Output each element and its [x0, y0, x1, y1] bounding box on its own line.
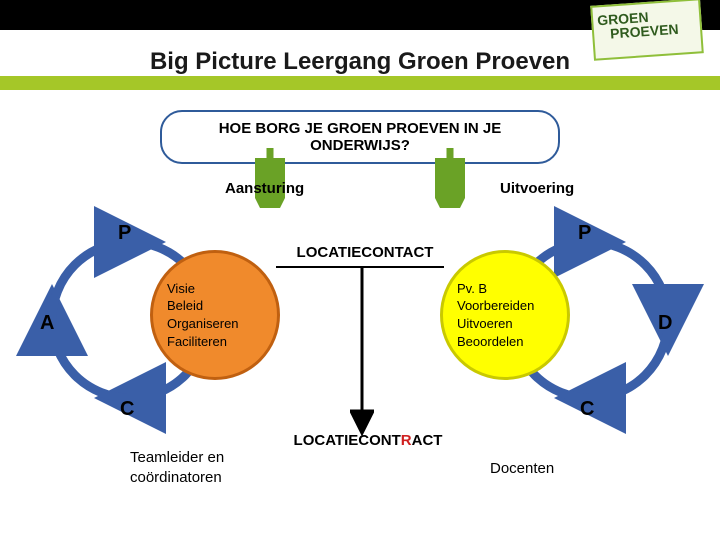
arrow-down-right — [435, 148, 465, 208]
pdca-D-right: D — [658, 312, 672, 335]
pdca-A-left: A — [40, 312, 54, 335]
pdca-C-left: C — [120, 398, 134, 421]
label-locatiecontact: LOCATIECONTACT — [285, 244, 445, 261]
orange-line-2: Organiseren — [167, 315, 277, 333]
yellow-line-1: Voorbereiden — [457, 297, 567, 315]
column-label-left: Aansturing — [225, 180, 304, 197]
pdca-C-right: C — [580, 398, 594, 421]
contract-pre: LOCATIECONT — [294, 432, 401, 449]
contract-red-R: R — [401, 432, 412, 449]
teamleider-line2: coördinatoren — [130, 468, 224, 488]
label-locatiecontract: LOCATIECONTRACT — [278, 432, 458, 449]
label-docenten: Docenten — [490, 460, 554, 477]
orange-line-0: Visie — [167, 280, 277, 298]
contract-post: ACT — [412, 432, 443, 449]
green-bar — [0, 76, 720, 90]
yellow-circle: Pv. B Voorbereiden Uitvoeren Beoordelen — [440, 250, 570, 380]
orange-line-1: Beleid — [167, 297, 277, 315]
arrow-down-left — [255, 148, 285, 208]
teamleider-line1: Teamleider en — [130, 448, 224, 468]
orange-circle: Visie Beleid Organiseren Faciliteren — [150, 250, 280, 380]
pdca-P-left: P — [118, 222, 131, 245]
pdca-P-right: P — [578, 222, 591, 245]
yellow-line-0: Pv. B — [457, 280, 567, 298]
diagram-stage: HOE BORG JE GROEN PROEVEN IN JE ONDERWIJ… — [0, 100, 720, 540]
yellow-line-3: Beoordelen — [457, 333, 567, 351]
label-teamleider: Teamleider en coördinatoren — [130, 448, 224, 487]
orange-line-3: Faciliteren — [167, 333, 277, 351]
page-title: Big Picture Leergang Groen Proeven — [0, 48, 720, 76]
yellow-line-2: Uitvoeren — [457, 315, 567, 333]
arrow-contact-to-contract — [350, 268, 374, 438]
column-label-right: Uitvoering — [500, 180, 574, 197]
question-pill: HOE BORG JE GROEN PROEVEN IN JE ONDERWIJ… — [160, 110, 560, 164]
